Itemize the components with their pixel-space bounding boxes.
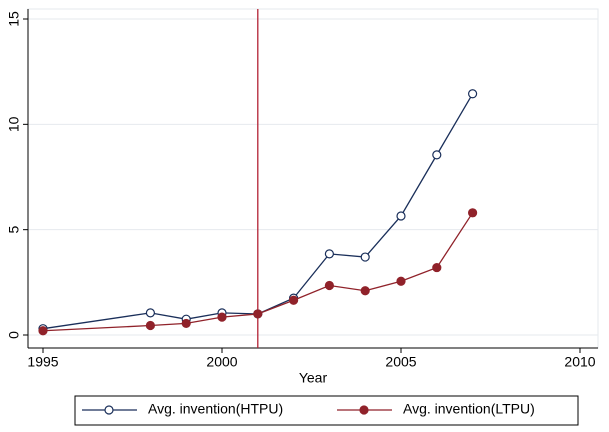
x-tick-label: 2010 [564,354,595,370]
legend-label: Avg. invention(HTPU) [148,401,283,417]
marker [324,249,334,259]
y-tick-label: 15 [6,11,22,27]
legend-marker [104,405,114,415]
marker [468,208,478,218]
x-axis-label: Year [299,370,328,386]
marker [145,320,155,331]
marker [360,252,370,262]
y-tick-label: 10 [6,116,22,132]
marker [396,211,406,221]
marker [289,295,299,305]
marker [217,312,227,322]
legend-label: Avg. invention(LTPU) [403,401,535,417]
marker [468,89,478,99]
marker [324,280,334,291]
y-tick-label: 5 [6,226,22,234]
marker [181,318,191,329]
marker [396,276,406,286]
marker [145,308,155,318]
marker [360,286,370,296]
x-tick-label: 1995 [27,354,58,370]
marker [38,326,48,336]
legend: Avg. invention(HTPU) Avg. invention(LTPU) [74,395,579,426]
marker [432,262,442,273]
x-tick-label: 2000 [206,354,237,370]
legend-marker [359,405,369,415]
marker [253,309,263,319]
x-tick-label: 2005 [385,354,416,370]
legend-box [74,395,579,426]
marker [432,150,442,160]
y-tick-label: 0 [6,331,22,339]
